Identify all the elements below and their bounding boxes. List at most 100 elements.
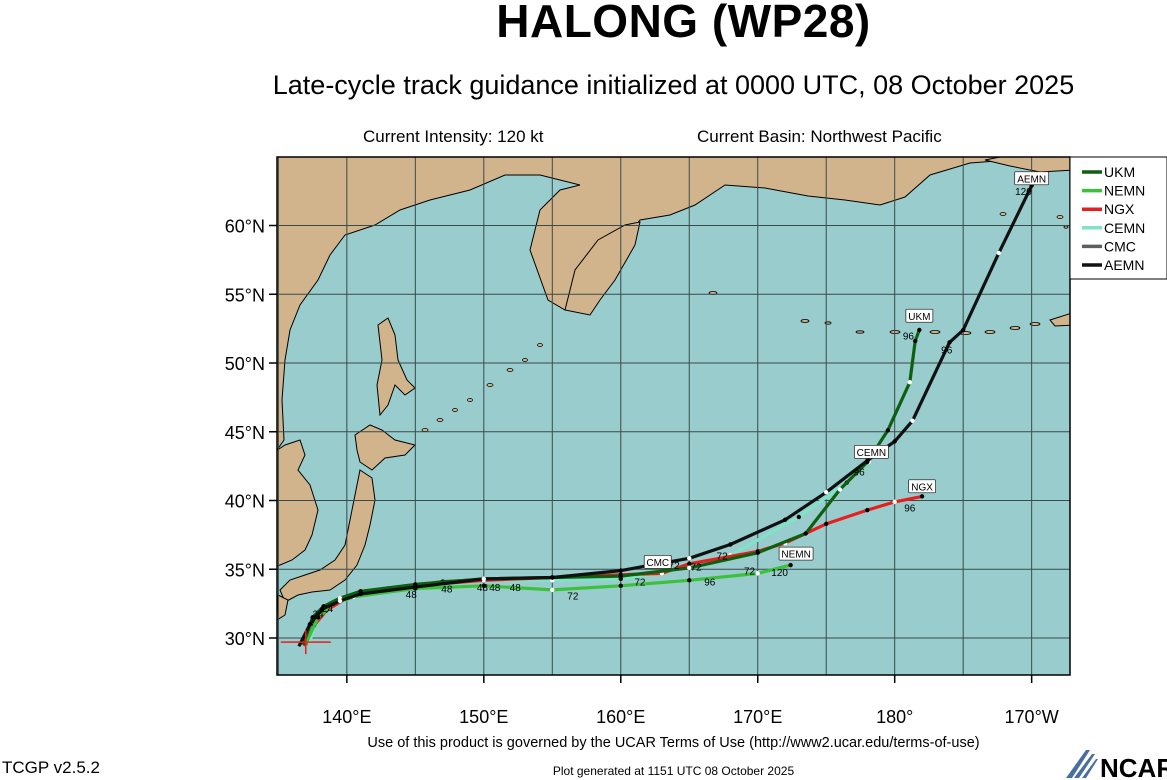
forecast-hour-label: 48: [510, 583, 522, 594]
legend-item-cemn: CEMN: [1082, 220, 1145, 236]
current-intensity: Current Intensity: 120 kt: [363, 127, 544, 146]
lat-tick-label: 50°N: [225, 354, 265, 374]
track-point: [307, 622, 313, 627]
legend-item-ngx: NGX: [1082, 201, 1135, 217]
svg-text:CEMN: CEMN: [857, 448, 886, 459]
lat-tick-label: 45°N: [225, 423, 265, 443]
track-point: [755, 571, 760, 576]
ncar-logo-text: NCAR: [1100, 753, 1167, 780]
land-hokkaido: [354, 424, 416, 471]
track-line: [297, 184, 1034, 648]
land-alaska: [984, 157, 1070, 173]
track-point: [892, 439, 897, 444]
track-point: [865, 507, 870, 513]
forecast-hour-label: 72: [669, 561, 681, 572]
current-basin: Current Basin: Northwest Pacific: [697, 127, 942, 146]
lon-tick-label: 140°E: [322, 707, 371, 727]
track-point: [796, 514, 802, 520]
track-end-label-ukm: UKM: [905, 308, 934, 323]
forecast-hour-label: 72: [744, 567, 756, 578]
legend-item-cmc: CMC: [1082, 238, 1136, 254]
lat-tick-label: 30°N: [225, 629, 265, 649]
forecast-hour-label: 72: [634, 578, 646, 589]
kuril-islands: [421, 343, 543, 432]
forecast-hour-label: 24: [322, 604, 334, 615]
track-point: [618, 573, 623, 579]
forecast-hour-label: 48: [441, 585, 453, 596]
land-asia: [277, 157, 1070, 451]
land-alaska-peninsula: [1049, 313, 1070, 327]
track-point: [319, 606, 325, 612]
track-point: [413, 584, 418, 590]
lon-tick-label: 170°W: [1005, 707, 1059, 727]
legend-item-aemn: AEMN: [1082, 257, 1144, 273]
svg-text:NGX: NGX: [911, 482, 933, 493]
track-point: [788, 562, 793, 568]
legend-label: AEMN: [1104, 257, 1144, 273]
forecast-hour-label: 48: [406, 590, 418, 601]
ocean: [277, 157, 1070, 675]
forecast-hour-label: 120: [1015, 187, 1032, 198]
track-point: [910, 418, 915, 423]
track-point: [687, 578, 692, 583]
legend-label: CEMN: [1104, 220, 1145, 236]
track-end-label-nemn: NEMN: [778, 546, 814, 561]
terms-of-use: Use of this product is governed by the U…: [367, 735, 980, 751]
track-point: [782, 517, 788, 522]
track-point: [687, 556, 692, 561]
track-point: [960, 327, 966, 333]
track-point: [755, 550, 760, 555]
track-point: [481, 583, 487, 588]
track-point: [919, 494, 925, 499]
track-end-label-ngx: NGX: [908, 479, 936, 493]
track-point: [885, 428, 891, 433]
track-point: [907, 380, 912, 385]
storm-position-marker: [280, 630, 331, 655]
svg-text:UKM: UKM: [908, 312, 930, 323]
legend-label: UKM: [1104, 164, 1135, 180]
legend-label: CMC: [1104, 238, 1136, 254]
track-point: [687, 561, 692, 566]
track-point: [913, 338, 918, 344]
track-point: [550, 587, 555, 593]
track-point: [917, 327, 922, 333]
land-korea: [277, 439, 319, 567]
lon-tick-label: 170°E: [733, 707, 782, 727]
page-title: HALONG (WP28): [496, 0, 871, 47]
legend-label: NEMN: [1104, 183, 1145, 199]
lon-tick-label: 150°E: [459, 707, 508, 727]
land-sakhalin: [376, 317, 416, 417]
svg-text:AEMN: AEMN: [1017, 174, 1046, 185]
track-point: [337, 598, 343, 604]
forecast-hour-label: 96: [903, 332, 915, 343]
axis-ticks: 60°N 55°N 50°N 45°N 40°N 35°N 30°N 140°E 150°E 16…: [225, 217, 1059, 728]
track-end-label-aemn: AEMN: [1014, 171, 1050, 185]
ncar-logo: NCAR: [1066, 750, 1167, 780]
landmasses: [277, 157, 1070, 621]
track-end-label-cmc: CMC: [643, 554, 672, 569]
track-end-label-cemn: CEMN: [854, 444, 889, 459]
svg-text:CMC: CMC: [646, 558, 669, 569]
page-subtitle: Late-cycle track guidance initialized at…: [272, 70, 1075, 100]
track-point: [618, 568, 623, 573]
lon-tick-label: 160°E: [596, 707, 645, 727]
lat-tick-label: 35°N: [225, 560, 265, 580]
track-point: [728, 542, 733, 547]
forecast-hour-label: 96: [941, 345, 953, 356]
track-point: [865, 458, 870, 463]
lat-tick-label: 40°N: [225, 492, 265, 512]
forecast-hour-label: 72: [691, 563, 703, 574]
legend-item-nemn: NEMN: [1082, 183, 1145, 199]
version-label: TCGP v2.5.2: [2, 758, 100, 777]
track-line: [301, 329, 921, 646]
forecast-hour-label: 72: [567, 591, 579, 602]
generated-timestamp: Plot generated at 1151 UTC 08 October 20…: [552, 764, 795, 778]
forecast-hour-label: 96: [904, 503, 916, 514]
track-point: [824, 521, 829, 527]
forecast-hour-label: 48: [477, 583, 489, 594]
track-point: [618, 583, 623, 588]
track-point: [824, 490, 829, 495]
lon-tick-label: 180°: [876, 707, 913, 727]
